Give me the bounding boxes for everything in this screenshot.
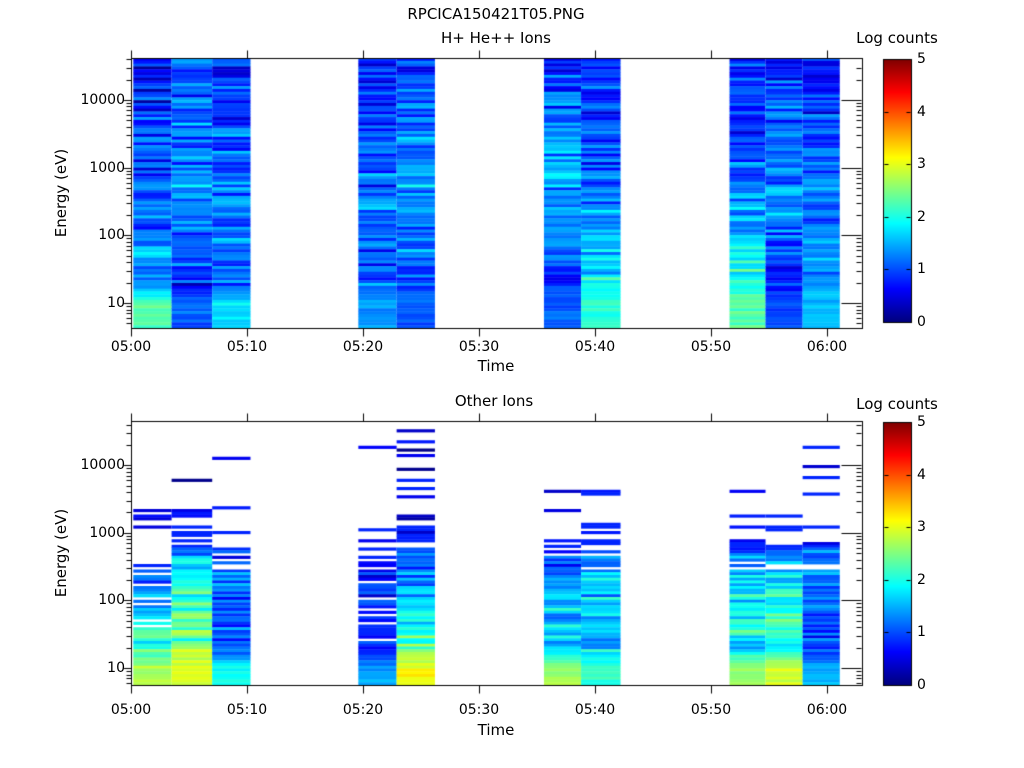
panel1-title: H+ He++ Ions xyxy=(441,29,551,47)
y-tick-label: 10000 xyxy=(80,92,125,108)
panel2-x-axis-label: Time xyxy=(477,721,515,739)
y-tick-label: 1000 xyxy=(89,525,125,541)
colorbar-tick-label: 3 xyxy=(917,519,926,535)
panel2-colorbar-title: Log counts xyxy=(856,395,938,413)
colorbar-tick-label: 1 xyxy=(917,624,926,640)
colorbar-tick-label: 0 xyxy=(917,314,926,330)
x-tick-label: 05:50 xyxy=(690,339,732,355)
x-tick-label: 05:40 xyxy=(574,702,616,718)
x-tick-label: 05:20 xyxy=(342,702,384,718)
colorbar-tick-label: 4 xyxy=(917,467,926,483)
y-tick-label: 100 xyxy=(98,592,125,608)
x-tick-label: 06:00 xyxy=(806,702,848,718)
x-tick-label: 05:10 xyxy=(226,702,268,718)
y-tick-label: 10000 xyxy=(80,457,125,473)
x-tick-label: 05:10 xyxy=(226,339,268,355)
x-tick-label: 05:40 xyxy=(574,339,616,355)
x-tick-label: 05:30 xyxy=(458,702,500,718)
colorbar-tick-label: 3 xyxy=(917,156,926,172)
colorbar-tick-label: 0 xyxy=(917,677,926,693)
colorbar-tick-label: 5 xyxy=(917,51,926,67)
x-tick-label: 05:30 xyxy=(458,339,500,355)
y-tick-label: 1000 xyxy=(89,160,125,176)
colorbar-tick-label: 1 xyxy=(917,261,926,277)
y-tick-label: 10 xyxy=(107,660,125,676)
x-tick-label: 05:50 xyxy=(690,702,732,718)
y-tick-label: 100 xyxy=(98,227,125,243)
colorbar-tick-label: 2 xyxy=(917,572,926,588)
colorbar-tick-label: 2 xyxy=(917,209,926,225)
figure-title: RPCICA150421T05.PNG xyxy=(407,5,585,23)
panel1-y-axis-label: Energy (eV) xyxy=(52,148,70,238)
panel1-colorbar-title: Log counts xyxy=(856,29,938,47)
panel2-y-axis-label: Energy (eV) xyxy=(52,508,70,598)
panel1-x-axis-label: Time xyxy=(477,357,515,375)
x-tick-label: 05:00 xyxy=(110,702,152,718)
panel2-title: Other Ions xyxy=(454,392,534,410)
y-tick-label: 10 xyxy=(107,295,125,311)
x-tick-label: 06:00 xyxy=(806,339,848,355)
x-tick-label: 05:00 xyxy=(110,339,152,355)
colorbar-tick-label: 4 xyxy=(917,104,926,120)
x-tick-label: 05:20 xyxy=(342,339,384,355)
colorbar-tick-label: 5 xyxy=(917,414,926,430)
